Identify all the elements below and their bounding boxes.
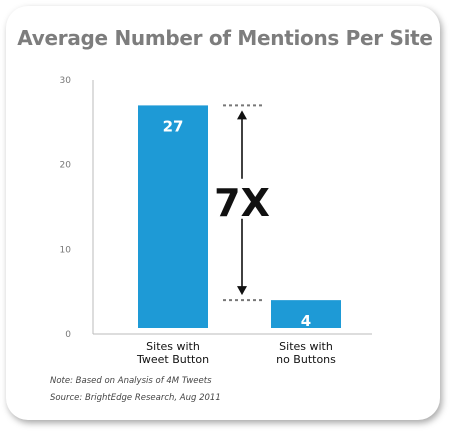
source-text: Source: BrightEdge Research, Aug 2011 <box>50 393 221 403</box>
y-axis: 0 10 20 30 <box>60 76 372 340</box>
annotation: 7X <box>214 104 270 302</box>
bar-data-label: 27 <box>163 117 184 135</box>
bars: 27 4 <box>138 105 341 330</box>
y-tick-label: 30 <box>60 76 72 86</box>
annotation-backdrop <box>216 178 270 219</box>
x-category-label: Sites with <box>279 340 333 353</box>
arrow-head-down <box>237 286 247 296</box>
annotation-label: 7X <box>214 181 270 225</box>
y-tick-label: 0 <box>65 330 71 340</box>
bar <box>271 300 341 328</box>
x-category-label: Sites with <box>146 340 200 353</box>
y-tick-label: 10 <box>60 245 72 255</box>
chart-title: Average Number of Mentions Per Site <box>17 26 433 50</box>
note-text: Note: Based on Analysis of 4M Tweets <box>50 376 212 386</box>
arrow-head-up <box>237 110 247 120</box>
x-category-label: no Buttons <box>276 353 336 366</box>
x-category-label: Tweet Button <box>136 353 209 366</box>
bar <box>138 105 208 329</box>
bar-data-label: 4 <box>301 312 311 330</box>
y-tick-label: 20 <box>60 161 72 171</box>
